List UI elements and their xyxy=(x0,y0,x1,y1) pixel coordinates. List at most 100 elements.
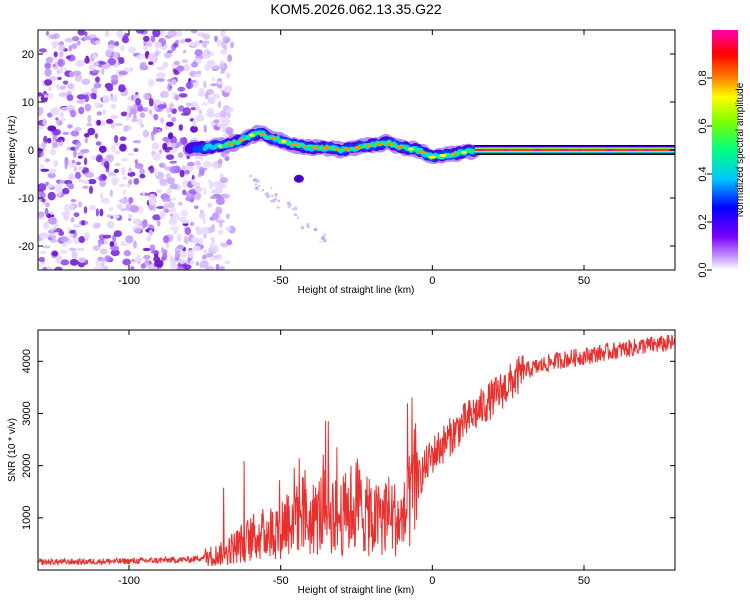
noise-blob xyxy=(114,168,119,173)
noise-blob xyxy=(118,84,126,93)
noise-blob xyxy=(266,192,269,195)
noise-blob xyxy=(194,182,201,187)
noise-blob xyxy=(175,251,181,259)
noise-blob xyxy=(106,214,112,218)
y-tick-label: 10 xyxy=(22,97,34,109)
noise-blob xyxy=(220,30,226,38)
noise-blob xyxy=(84,57,90,64)
noise-blob xyxy=(67,227,71,233)
noise-blob xyxy=(212,161,219,170)
noise-blob xyxy=(87,127,96,136)
noise-blob xyxy=(149,229,153,236)
noise-blob xyxy=(271,199,276,203)
noise-blob xyxy=(197,173,202,177)
noise-blob xyxy=(159,149,163,155)
noise-blob xyxy=(69,258,79,266)
noise-blob xyxy=(209,257,218,261)
noise-blob xyxy=(164,125,168,131)
noise-blob xyxy=(169,213,174,217)
x-tick-label: 50 xyxy=(578,575,590,587)
noise-blob xyxy=(73,224,82,228)
noise-blob xyxy=(110,249,120,257)
y-tick-label: 1000 xyxy=(21,506,33,530)
snr-panel: -100 -50 0 50 1000 2000 3000 4000 Height of st… xyxy=(7,329,676,596)
noise-blob xyxy=(274,193,278,197)
signal-hotspot xyxy=(238,138,245,142)
noise-blob xyxy=(107,171,117,177)
noise-blob xyxy=(198,87,205,94)
noise-blob xyxy=(67,83,74,89)
noise-blob xyxy=(95,76,100,83)
noise-blob xyxy=(44,68,52,77)
noise-blob xyxy=(81,220,85,226)
noise-blob xyxy=(185,102,192,107)
noise-blob xyxy=(95,208,99,217)
noise-blob xyxy=(101,68,105,75)
noise-blob xyxy=(180,209,189,217)
noise-blob xyxy=(122,176,128,180)
noise-blob xyxy=(111,145,116,153)
noise-blob xyxy=(75,61,84,67)
noise-blob xyxy=(184,227,192,236)
snr-y-label: SNR (10 * v/v) xyxy=(7,418,18,482)
noise-blob xyxy=(156,206,165,209)
noise-blob xyxy=(215,197,225,205)
noise-blob xyxy=(101,175,108,181)
noise-blob xyxy=(184,38,192,43)
noise-blob xyxy=(127,96,132,101)
noise-blob xyxy=(114,135,119,143)
noise-blob xyxy=(169,183,178,190)
noise-blob xyxy=(109,189,114,197)
noise-blob xyxy=(59,65,64,74)
noise-blob xyxy=(137,118,143,126)
noise-blob xyxy=(78,257,86,264)
noise-blob xyxy=(42,266,48,270)
x-tick-label: 50 xyxy=(578,275,590,287)
noise-blob xyxy=(102,95,110,104)
noise-blob xyxy=(159,178,167,185)
signal-hotspot xyxy=(290,143,299,147)
noise-blob xyxy=(70,110,77,118)
noise-blob xyxy=(98,145,107,153)
noise-blob xyxy=(159,30,165,37)
noise-blob xyxy=(38,143,42,147)
noise-blob xyxy=(47,93,54,100)
x-tick-label: -50 xyxy=(273,275,289,287)
noise-blob xyxy=(186,161,195,167)
noise-blob xyxy=(170,262,178,270)
noise-blob xyxy=(195,114,205,122)
noise-blob xyxy=(69,247,76,251)
noise-blob xyxy=(73,166,78,172)
noise-blob xyxy=(44,158,50,163)
snr-x-ticks: -100 -50 0 50 xyxy=(118,330,590,587)
noise-blob xyxy=(48,34,57,39)
noise-blob xyxy=(177,86,186,92)
y-tick-label: 4000 xyxy=(21,349,33,373)
noise-blob xyxy=(119,143,127,152)
noise-blob xyxy=(170,216,176,224)
noise-blob xyxy=(94,40,101,45)
noise-blob xyxy=(156,66,165,71)
noise-blob xyxy=(162,197,172,203)
noise-blob xyxy=(99,120,106,127)
noise-blob xyxy=(216,80,224,85)
noise-blob xyxy=(230,41,234,49)
colorbar-tick-label: 0.6 xyxy=(697,118,709,133)
noise-blob xyxy=(94,133,98,139)
noise-blob xyxy=(195,192,202,201)
noise-blob xyxy=(176,266,185,270)
carrier-line-peak xyxy=(605,149,614,151)
noise-blob xyxy=(162,235,170,244)
noise-blob xyxy=(209,195,217,200)
noise-blob xyxy=(159,90,169,98)
noise-blob xyxy=(120,111,128,117)
noise-blob xyxy=(202,33,211,40)
noise-blob xyxy=(127,171,136,177)
noise-blob xyxy=(196,70,202,75)
noise-blob xyxy=(114,150,121,155)
noise-blob xyxy=(128,46,136,54)
noise-blob xyxy=(48,216,57,225)
noise-blob xyxy=(169,254,173,261)
noise-blob xyxy=(118,70,128,76)
noise-blob xyxy=(142,92,150,100)
